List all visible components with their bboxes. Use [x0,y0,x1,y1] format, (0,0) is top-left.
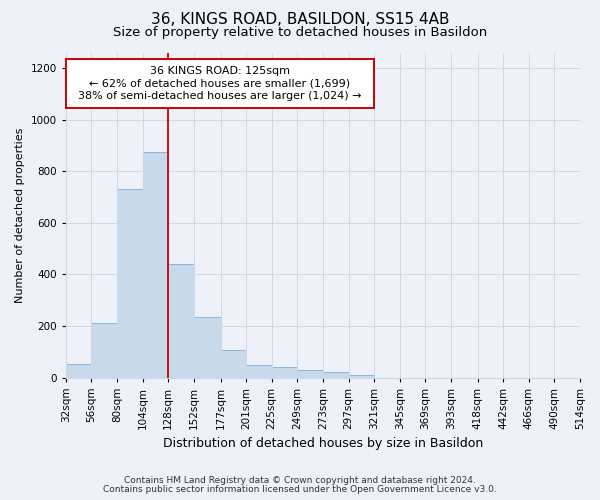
Text: Contains public sector information licensed under the Open Government Licence v3: Contains public sector information licen… [103,485,497,494]
Bar [168,264,194,378]
Bar [194,317,221,378]
Text: Size of property relative to detached houses in Basildon: Size of property relative to detached ho… [113,26,487,39]
Bar [298,370,323,378]
Bar [66,364,91,378]
Bar [349,375,374,378]
Bar [143,152,168,378]
Y-axis label: Number of detached properties: Number of detached properties [15,128,25,302]
Bar [272,367,298,378]
Bar [221,350,246,378]
Bar [323,372,349,378]
Text: 36 KINGS ROAD: 125sqm: 36 KINGS ROAD: 125sqm [150,66,290,76]
Bar [91,322,117,378]
X-axis label: Distribution of detached houses by size in Basildon: Distribution of detached houses by size … [163,437,483,450]
Text: 36, KINGS ROAD, BASILDON, SS15 4AB: 36, KINGS ROAD, BASILDON, SS15 4AB [151,12,449,28]
Text: 38% of semi-detached houses are larger (1,024) →: 38% of semi-detached houses are larger (… [78,91,362,101]
Bar [246,365,272,378]
FancyBboxPatch shape [66,59,374,108]
Text: ← 62% of detached houses are smaller (1,699): ← 62% of detached houses are smaller (1,… [89,78,350,88]
Text: Contains HM Land Registry data © Crown copyright and database right 2024.: Contains HM Land Registry data © Crown c… [124,476,476,485]
Bar [117,189,143,378]
